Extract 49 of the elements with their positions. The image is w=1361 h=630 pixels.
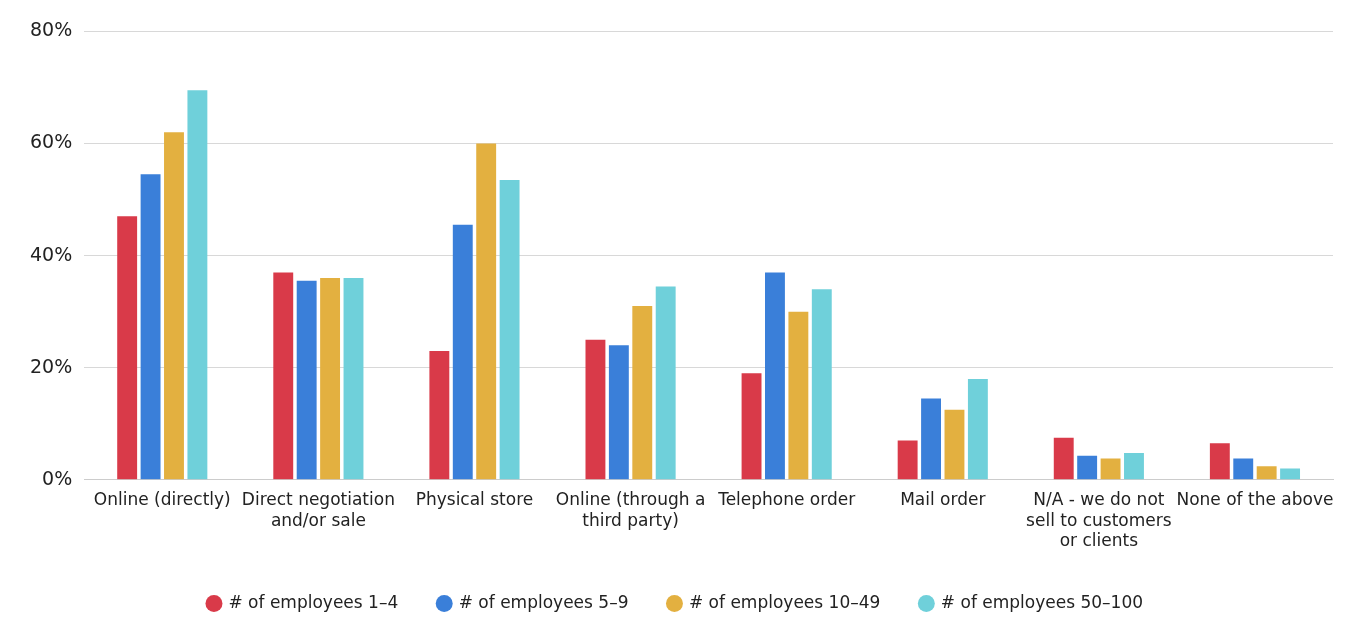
- bar: [140, 174, 161, 480]
- bar: [452, 224, 473, 480]
- x-tick-label: Telephone order: [717, 489, 856, 510]
- legend-label: # of employees 10–49: [688, 591, 881, 612]
- x-tick-label: Online (through a third party): [555, 489, 706, 530]
- legend-label: # of employees 50–100: [940, 591, 1144, 612]
- bar: [608, 345, 629, 480]
- bar: [273, 272, 294, 480]
- y-tick-label: 20%: [30, 354, 73, 377]
- bar: [1077, 455, 1098, 480]
- bar: [187, 90, 208, 480]
- x-tick-label: Online (directly): [93, 489, 231, 510]
- x-tick-label: None of the above: [1176, 489, 1334, 510]
- x-tick-label: Mail order: [900, 489, 986, 510]
- bar: [429, 350, 450, 480]
- legend-label: # of employees 1–4: [228, 591, 399, 612]
- bar: [296, 280, 317, 480]
- bar: [1209, 443, 1230, 480]
- bar: [117, 216, 138, 480]
- bar: [476, 143, 497, 480]
- bar: [585, 339, 606, 480]
- bar: [897, 440, 918, 480]
- bar: [655, 286, 676, 480]
- y-tick-label: 60%: [30, 130, 73, 153]
- bar: [921, 398, 941, 480]
- bar: [1053, 437, 1074, 480]
- y-tick-label: 40%: [30, 242, 73, 265]
- y-tick-label: 0%: [42, 466, 73, 489]
- bar: [1233, 458, 1254, 480]
- bar: [765, 272, 785, 480]
- bar: [741, 373, 762, 480]
- bar: [1100, 458, 1121, 480]
- bar: [1280, 468, 1301, 480]
- bar: [967, 378, 988, 480]
- bar: [632, 306, 653, 480]
- y-tick-label: 80%: [30, 18, 73, 41]
- x-tick-label: N/A - we do not sell to customers or clients: [1026, 489, 1172, 551]
- bar: [499, 179, 520, 480]
- bar: [343, 278, 364, 480]
- bar: [320, 278, 341, 480]
- bar: [1124, 452, 1144, 480]
- legend-label: # of employees 5–9: [458, 591, 629, 612]
- bar: [788, 311, 809, 480]
- x-tick-label: Physical store: [415, 489, 534, 510]
- bar: [164, 132, 184, 480]
- bar: [1256, 466, 1277, 480]
- bar: [811, 289, 832, 480]
- bar: [944, 409, 965, 480]
- x-tick-label: Direct negotiation and/or sale: [241, 489, 395, 530]
